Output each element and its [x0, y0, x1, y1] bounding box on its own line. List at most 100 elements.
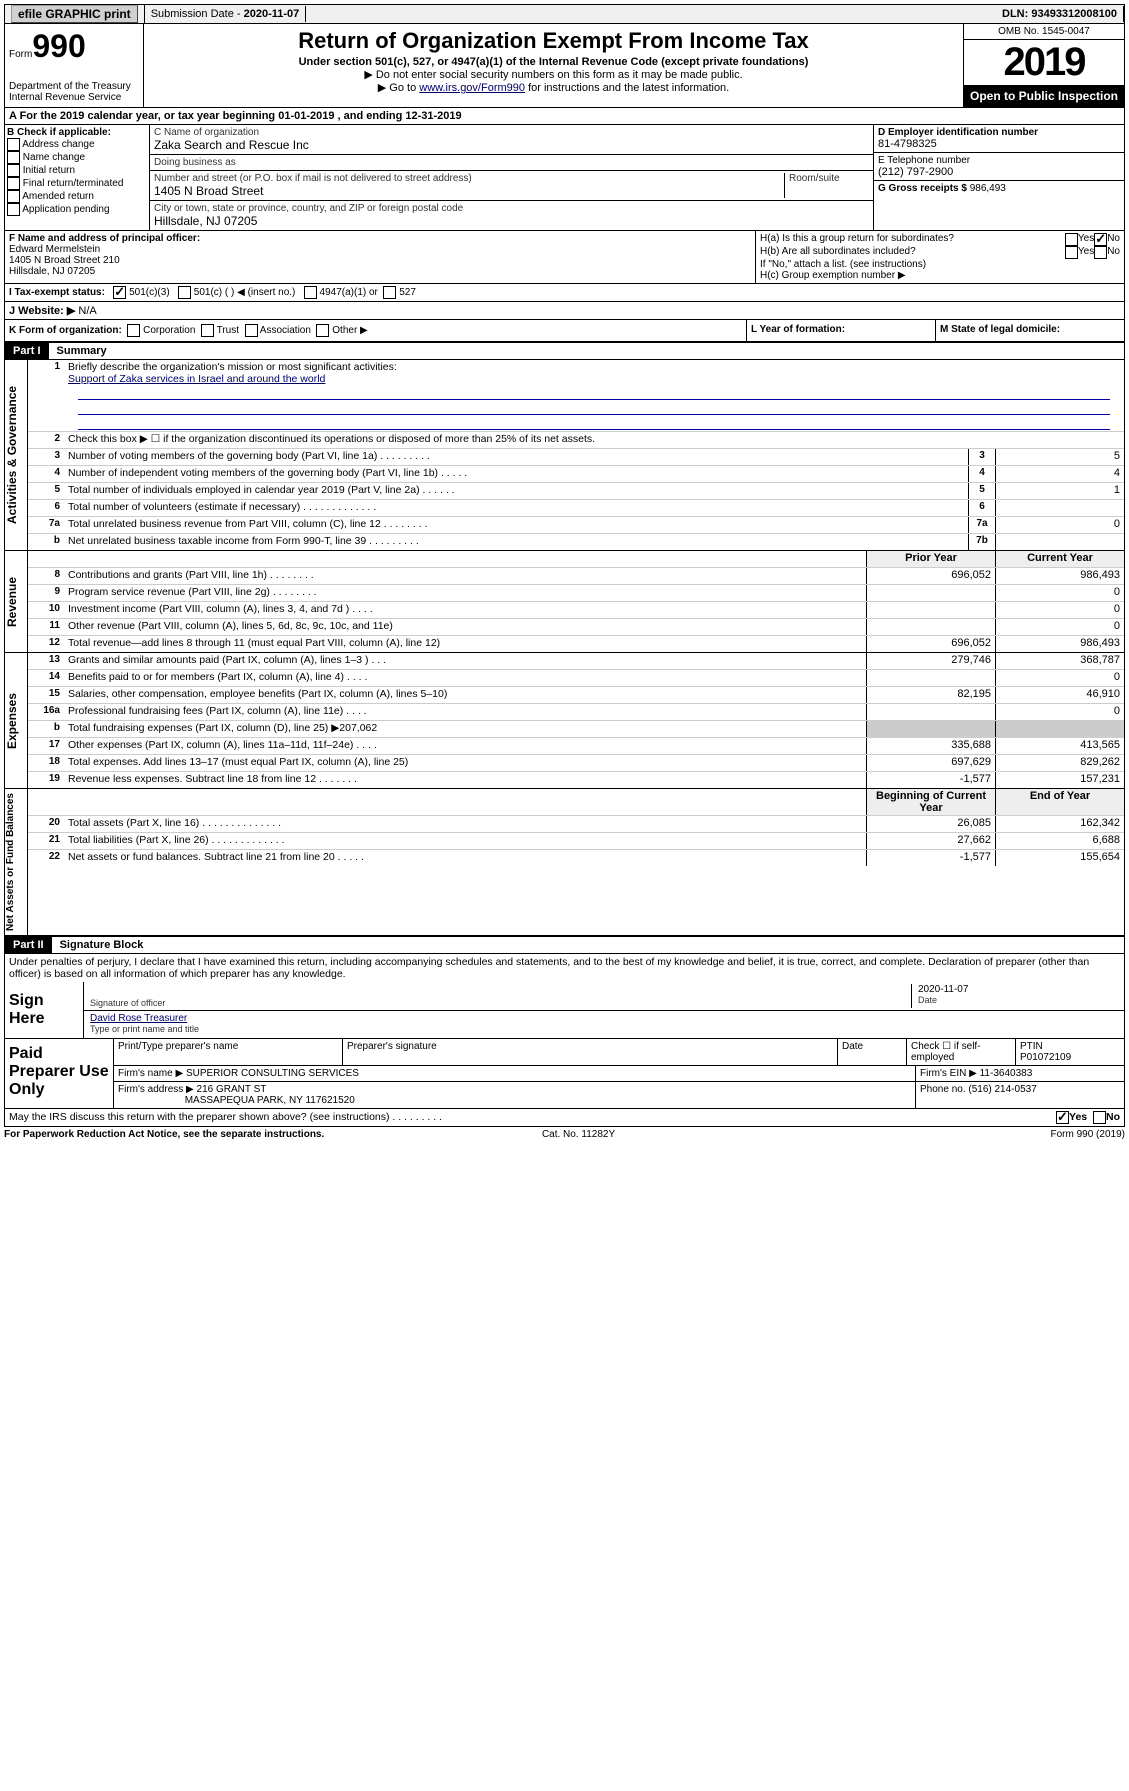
sign-here-label: Sign Here	[5, 982, 84, 1038]
governance-section: Activities & Governance 1 Briefly descri…	[4, 360, 1125, 551]
discuss-no[interactable]	[1093, 1111, 1106, 1124]
chk-corp[interactable]	[127, 324, 140, 337]
website-value: N/A	[78, 305, 96, 317]
chk-527[interactable]	[383, 286, 396, 299]
paid-preparer-label: Paid Preparer Use Only	[5, 1039, 114, 1108]
chk-name-change[interactable]: Name change	[7, 151, 147, 164]
gross-value: 986,493	[970, 183, 1006, 194]
officer-name: Edward Mermelstein	[9, 244, 100, 255]
chk-application-pending[interactable]: Application pending	[7, 203, 147, 216]
chk-address-change[interactable]: Address change	[7, 138, 147, 151]
row-j: J Website: ▶ N/A	[4, 302, 1125, 320]
signature-block: Under penalties of perjury, I declare th…	[4, 954, 1125, 1039]
summary-line: 6Total number of volunteers (estimate if…	[28, 500, 1124, 517]
firm-ein-label: Firm's EIN ▶	[920, 1068, 980, 1079]
netassets-tab: Net Assets or Fund Balances	[5, 789, 28, 935]
col-b-checkboxes: B Check if applicable: Address change Na…	[5, 125, 150, 230]
line2-text: Check this box ▶ ☐ if the organization d…	[64, 432, 1124, 448]
summary-line: 11Other revenue (Part VIII, column (A), …	[28, 619, 1124, 636]
l-label: L Year of formation:	[751, 324, 845, 335]
begin-year-hdr: Beginning of Current Year	[866, 789, 995, 815]
mission-label: Briefly describe the organization's miss…	[68, 361, 397, 373]
chk-initial-return[interactable]: Initial return	[7, 164, 147, 177]
i-label: I Tax-exempt status:	[9, 287, 105, 298]
org-name-label: C Name of organization	[154, 127, 869, 138]
tax-year: 2019	[964, 40, 1124, 85]
prior-year-hdr: Prior Year	[866, 551, 995, 567]
chk-assoc[interactable]	[245, 324, 258, 337]
chk-trust[interactable]	[201, 324, 214, 337]
chk-501c3[interactable]	[113, 286, 126, 299]
officer-addr2: Hillsdale, NJ 07205	[9, 266, 95, 277]
part1-header: Part I Summary	[4, 342, 1125, 360]
hb-yes[interactable]	[1065, 246, 1078, 259]
firm-addr-label: Firm's address ▶	[118, 1084, 197, 1095]
firm-phone: (516) 214-0537	[968, 1084, 1036, 1095]
end-year-hdr: End of Year	[995, 789, 1124, 815]
summary-line: bTotal fundraising expenses (Part IX, co…	[28, 721, 1124, 738]
officer-addr1: 1405 N Broad Street 210	[9, 255, 120, 266]
street-value: 1405 N Broad Street	[154, 184, 784, 198]
efile-button[interactable]: efile GRAPHIC print	[11, 5, 138, 23]
ha-label: H(a) Is this a group return for subordin…	[760, 233, 1065, 246]
summary-line: 15Salaries, other compensation, employee…	[28, 687, 1124, 704]
tel-value: (212) 797-2900	[878, 166, 953, 178]
summary-line: 13Grants and similar amounts paid (Part …	[28, 653, 1124, 670]
expenses-section: Expenses 13Grants and similar amounts pa…	[4, 653, 1125, 789]
ha-no[interactable]	[1094, 233, 1107, 246]
j-label: J Website: ▶	[9, 305, 75, 317]
summary-line: 19Revenue less expenses. Subtract line 1…	[28, 772, 1124, 788]
summary-line: 18Total expenses. Add lines 13–17 (must …	[28, 755, 1124, 772]
sig-officer-label: Signature of officer	[90, 998, 911, 1008]
chk-501c[interactable]	[178, 286, 191, 299]
dept-treasury: Department of the Treasury	[9, 81, 139, 92]
firm-name: SUPERIOR CONSULTING SERVICES	[186, 1068, 359, 1079]
ha-yes[interactable]	[1065, 233, 1078, 246]
summary-line: 4Number of independent voting members of…	[28, 466, 1124, 483]
netassets-section: Net Assets or Fund Balances Beginning of…	[4, 789, 1125, 936]
sig-date-label: Date	[918, 995, 1118, 1005]
gross-label: G Gross receipts $	[878, 183, 970, 194]
hb-no[interactable]	[1094, 246, 1107, 259]
chk-amended[interactable]: Amended return	[7, 190, 147, 203]
form-label: Form	[9, 49, 32, 60]
summary-line: bNet unrelated business taxable income f…	[28, 534, 1124, 550]
discuss-yes[interactable]	[1056, 1111, 1069, 1124]
chk-final-return[interactable]: Final return/terminated	[7, 177, 147, 190]
row-f-h: F Name and address of principal officer:…	[4, 231, 1125, 284]
form-header: Form990 Department of the Treasury Inter…	[4, 24, 1125, 108]
top-bar: efile GRAPHIC print Submission Date - 20…	[4, 4, 1125, 24]
officer-print-name[interactable]: David Rose Treasurer	[90, 1013, 187, 1024]
firm-name-label: Firm's name ▶	[118, 1068, 186, 1079]
footer: For Paperwork Reduction Act Notice, see …	[4, 1127, 1125, 1142]
firm-addr1: 216 GRANT ST	[197, 1084, 267, 1095]
sig-date-value: 2020-11-07	[918, 984, 1118, 995]
summary-line: 5Total number of individuals employed in…	[28, 483, 1124, 500]
chk-4947[interactable]	[304, 286, 317, 299]
expenses-tab: Expenses	[5, 653, 28, 788]
current-year-hdr: Current Year	[995, 551, 1124, 567]
discuss-text: May the IRS discuss this return with the…	[9, 1111, 1056, 1124]
city-value: Hillsdale, NJ 07205	[154, 214, 869, 228]
cat-no: Cat. No. 11282Y	[542, 1129, 615, 1140]
governance-tab: Activities & Governance	[5, 360, 28, 550]
paid-preparer-block: Paid Preparer Use Only Print/Type prepar…	[4, 1039, 1125, 1109]
summary-line: 16aProfessional fundraising fees (Part I…	[28, 704, 1124, 721]
summary-line: 14Benefits paid to or for members (Part …	[28, 670, 1124, 687]
summary-line: 7aTotal unrelated business revenue from …	[28, 517, 1124, 534]
row-i: I Tax-exempt status: 501(c)(3) 501(c) ( …	[4, 284, 1125, 302]
hb-label: H(b) Are all subordinates included?	[760, 246, 1065, 259]
chk-other[interactable]	[316, 324, 329, 337]
hb-note: If "No," attach a list. (see instruction…	[760, 259, 1120, 270]
submission-date: Submission Date - 2020-11-07	[145, 6, 307, 22]
mission-value[interactable]: Support of Zaka services in Israel and a…	[68, 373, 325, 385]
form-title: Return of Organization Exempt From Incom…	[146, 28, 961, 54]
irs-link[interactable]: www.irs.gov/Form990	[419, 82, 525, 94]
room-label: Room/suite	[789, 173, 869, 184]
goto-note: ▶ Go to www.irs.gov/Form990 for instruct…	[146, 81, 961, 94]
ptin-value: P01072109	[1020, 1052, 1071, 1063]
prep-sig-label: Preparer's signature	[343, 1039, 838, 1065]
print-name-label: Type or print name and title	[90, 1024, 199, 1034]
perjury-statement: Under penalties of perjury, I declare th…	[5, 954, 1124, 982]
omb-number: OMB No. 1545-0047	[964, 24, 1124, 40]
